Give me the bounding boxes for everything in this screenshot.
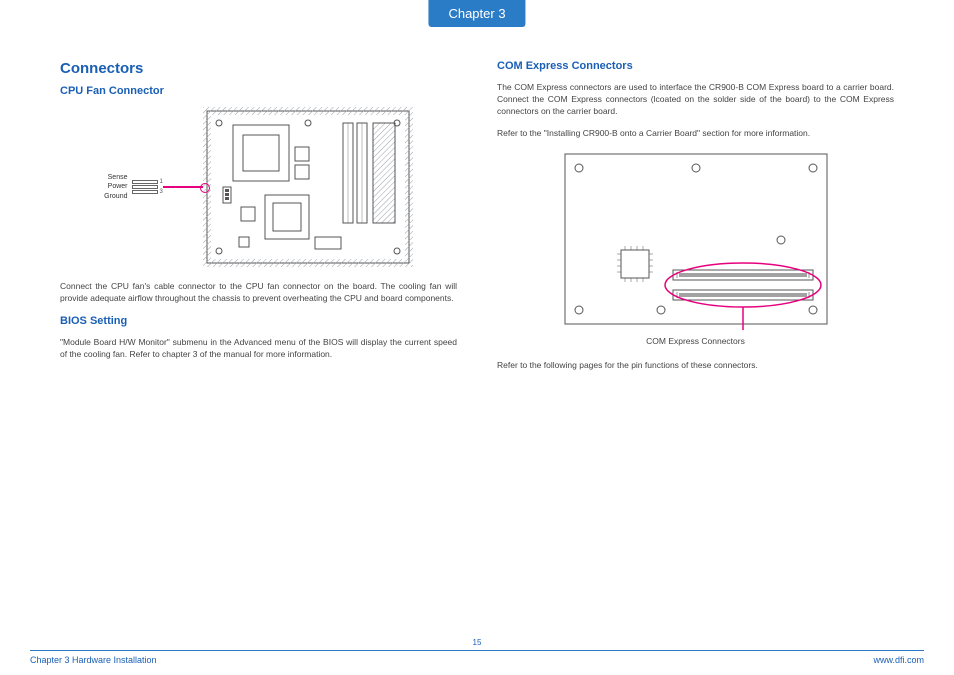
connectors-title: Connectors bbox=[60, 60, 457, 77]
footer-left: Chapter 3 Hardware Installation bbox=[30, 655, 157, 665]
com-diagram: COM Express Connectors bbox=[497, 150, 894, 346]
pin-labels: Sense Power Ground bbox=[104, 173, 127, 200]
board-top-svg bbox=[203, 107, 413, 267]
pin-num-1: 1 bbox=[160, 179, 163, 185]
bios-body: "Module Board H/W Monitor" submenu in th… bbox=[60, 337, 457, 361]
footer: Chapter 3 Hardware Installation www.dfi.… bbox=[30, 650, 924, 665]
com-caption: COM Express Connectors bbox=[646, 336, 745, 346]
right-column: COM Express Connectors The COM Express c… bbox=[497, 60, 894, 615]
com-body-3: Refer to the following pages for the pin… bbox=[497, 360, 894, 372]
callout-line bbox=[163, 186, 203, 188]
pin-label-power: Power bbox=[104, 182, 127, 191]
left-column: Connectors CPU Fan Connector Sense Power… bbox=[60, 60, 457, 615]
pin-label-ground: Ground bbox=[104, 192, 127, 201]
bios-heading: BIOS Setting bbox=[60, 315, 457, 327]
page-number: 15 bbox=[473, 638, 482, 647]
com-heading: COM Express Connectors bbox=[497, 60, 894, 72]
board-bottom-svg bbox=[561, 150, 831, 330]
cpu-fan-heading: CPU Fan Connector bbox=[60, 85, 457, 97]
pin-block bbox=[132, 180, 158, 194]
pin-label-sense: Sense bbox=[104, 173, 127, 182]
chapter-tab: Chapter 3 bbox=[428, 0, 525, 27]
com-body-2: Refer to the "Installing CR900-B onto a … bbox=[497, 128, 894, 140]
pin-num-3: 3 bbox=[160, 189, 163, 195]
cpu-fan-body: Connect the CPU fan's cable connector to… bbox=[60, 281, 457, 305]
page-content: Connectors CPU Fan Connector Sense Power… bbox=[60, 60, 894, 615]
footer-right: www.dfi.com bbox=[873, 655, 924, 665]
com-body-1: The COM Express connectors are used to i… bbox=[497, 82, 894, 118]
cpu-fan-diagram: Sense Power Ground 1 3 bbox=[60, 107, 457, 267]
